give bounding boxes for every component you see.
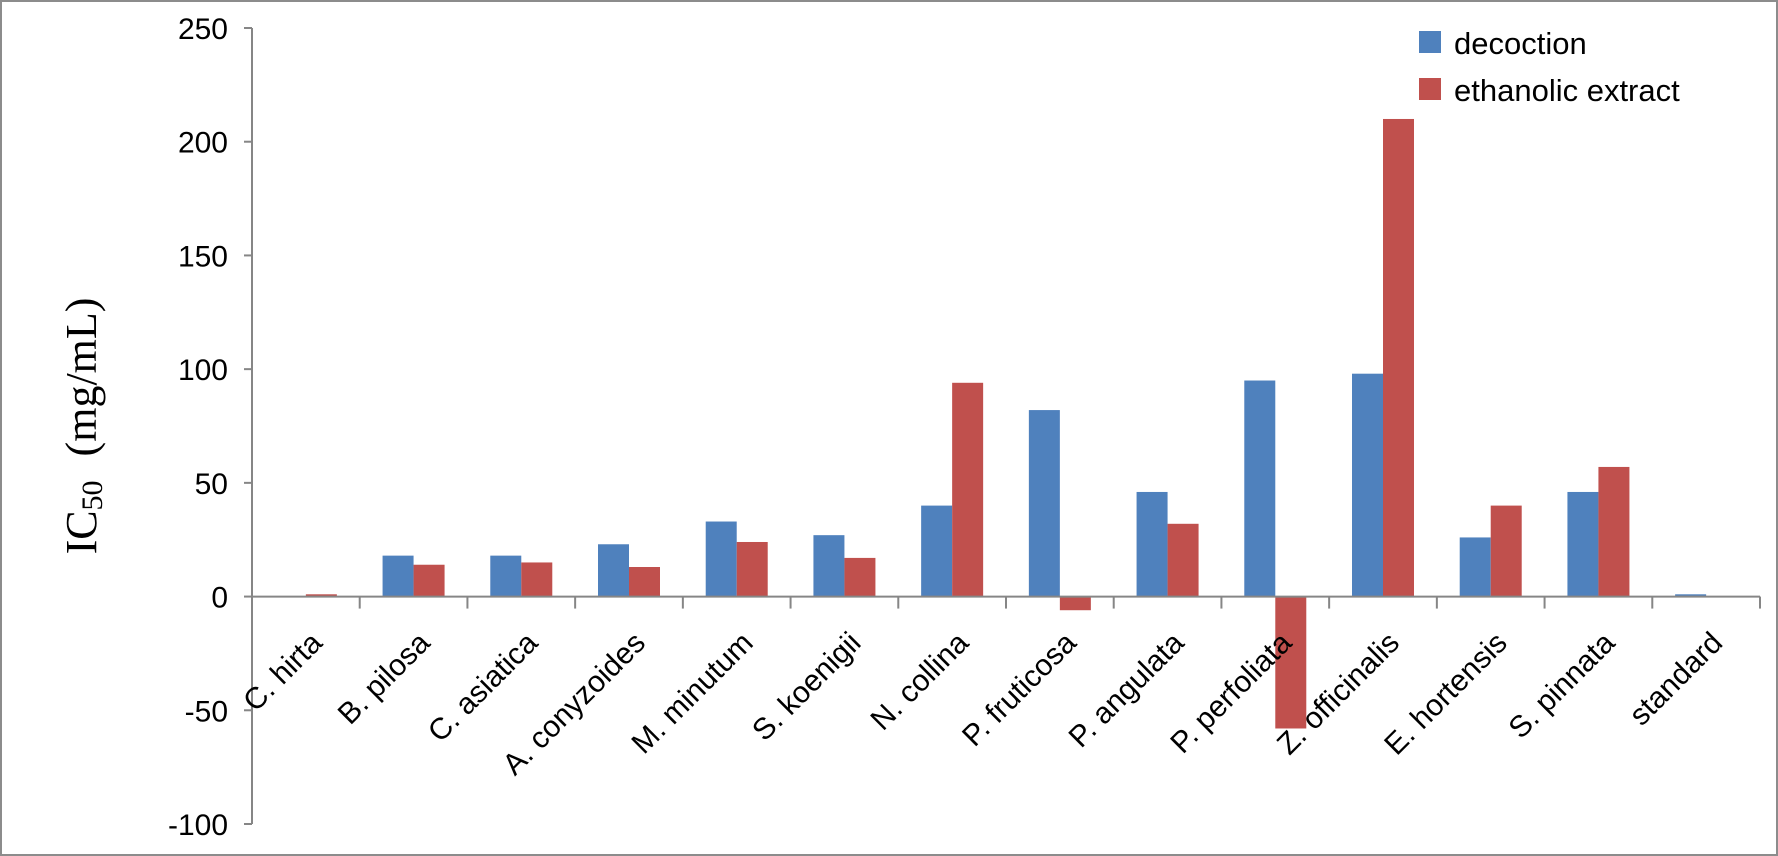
legend-label-ethanolic-extract: ethanolic extract [1454,73,1680,108]
legend-swatch-ethanolic-extract [1419,78,1441,100]
bar-ethanolic-extract [521,562,553,597]
y-axis-label-unit: (mg/mL) [57,298,106,457]
bar-decoction [1028,410,1060,597]
y-axis-label-subscript: 50 [76,480,109,510]
bar-decoction [1567,491,1599,597]
bar-ethanolic-extract [952,382,984,597]
y-axis-label-main: IC [57,510,106,554]
bar-ethanolic-extract [305,594,337,597]
bar-decoction [382,555,414,597]
bar-ethanolic-extract [1598,466,1630,597]
y-tick-label: 150 [178,240,228,273]
bar-decoction [1675,594,1707,597]
bar-ethanolic-extract [1275,596,1307,729]
bars [305,118,1707,729]
bar-decoction [705,521,737,597]
bar-decoction [1244,380,1276,597]
bar-ethanolic-extract [413,564,445,597]
bar-decoction [1459,537,1491,597]
bar-ethanolic-extract [629,567,660,597]
legend: decoction ethanolic extract [1419,26,1680,108]
bar-ethanolic-extract [1167,523,1199,597]
bar-ethanolic-extract [1490,505,1522,597]
y-tick-label: 250 [178,13,228,46]
legend-swatch-decoction [1419,31,1441,53]
y-tick-label: -100 [168,809,228,842]
bar-decoction [1352,373,1383,597]
bar-ethanolic-extract [1383,118,1414,597]
bar-ethanolic-extract [844,557,876,597]
y-axis-ticks: 250 200 150 100 50 0 -50 -100 [168,13,252,842]
x-axis-ticks [358,596,1761,609]
bar-decoction [598,544,629,597]
y-tick-label: -50 [185,695,228,728]
y-axis-label: IC50 (mg/mL) [57,298,109,555]
y-tick-label: 0 [211,582,228,615]
bar-decoction [921,505,953,597]
y-tick-label: 200 [178,127,228,160]
y-tick-label: 50 [195,468,228,501]
y-tick-label: 100 [178,354,228,387]
bar-decoction [490,555,522,597]
bar-ethanolic-extract [1059,596,1091,611]
bar-ethanolic-extract [736,541,768,597]
bar-decoction [1136,491,1168,597]
legend-label-decoction: decoction [1454,26,1587,61]
bar-decoction [813,535,845,597]
